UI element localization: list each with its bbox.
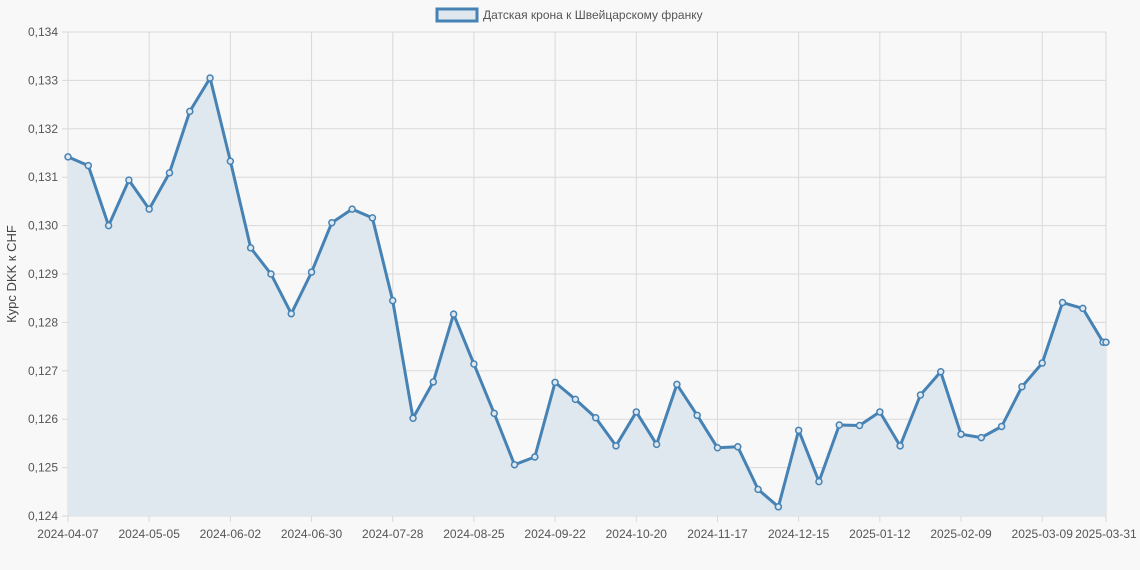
data-point[interactable] [1038,359,1046,367]
x-tick-label: 2024-06-02 [200,527,262,541]
data-point[interactable] [591,413,600,422]
data-point[interactable] [490,409,498,418]
x-tick-label: 2025-01-12 [849,527,911,541]
legend[interactable]: Датская крона к Швейцарскому франку [435,7,703,23]
y-tick-label: 0,131 [28,170,58,184]
x-axis-ticks: 2024-04-07 2024-05-05 2024-06-02 2024-06-30… [37,527,1137,541]
x-tick-label: 2024-10-20 [606,527,668,541]
data-point[interactable] [673,380,681,389]
data-point[interactable] [267,270,275,278]
data-point[interactable] [551,378,559,387]
data-point[interactable] [531,453,539,461]
legend-swatch[interactable] [435,7,479,23]
data-point[interactable] [226,157,235,165]
y-tick-label: 0,125 [28,461,58,475]
data-point[interactable] [1058,298,1067,307]
data-point[interactable] [368,214,377,222]
x-tick-label: 2024-12-15 [768,527,830,541]
data-point[interactable] [632,408,641,416]
data-point[interactable] [774,503,783,511]
data-point[interactable] [388,296,397,305]
data-point[interactable] [713,444,722,452]
data-point[interactable] [855,421,864,430]
y-tick-label: 0,133 [28,73,58,87]
data-point[interactable] [754,485,762,494]
data-point[interactable] [997,422,1006,431]
data-point[interactable] [470,360,478,368]
data-point[interactable] [693,411,701,420]
x-tick-label: 2024-08-25 [443,527,505,541]
data-point[interactable] [835,421,844,429]
data-point[interactable] [84,161,93,170]
y-tick-label: 0,128 [28,315,58,329]
data-point[interactable] [429,378,438,386]
data-point[interactable] [652,440,661,449]
series-area-fill [68,78,1106,516]
y-tick-label: 0,129 [28,267,58,281]
y-axis-ticks: 0,134 0,133 0,132 0,131 0,130 0,129 0,128 0,127… [28,25,58,523]
data-point[interactable] [571,395,580,404]
data-point[interactable] [246,244,255,252]
data-point[interactable] [287,309,296,318]
data-point[interactable] [612,442,620,450]
data-point[interactable] [876,408,884,416]
data-point[interactable] [307,268,316,276]
data-point[interactable] [409,414,417,422]
data-point[interactable] [977,433,986,442]
series-points [64,74,1110,511]
y-tick-label: 0,127 [28,364,58,378]
data-point[interactable] [936,368,945,376]
data-point[interactable] [1102,338,1110,346]
legend-label[interactable]: Датская крона к Швейцарскому франку [483,8,703,22]
y-tick-label: 0,130 [28,219,58,233]
data-point[interactable] [510,460,519,469]
data-point[interactable] [64,153,72,161]
x-tick-label: 2025-03-09 [1012,527,1074,541]
data-point[interactable] [145,205,153,213]
data-point[interactable] [125,176,133,184]
data-point[interactable] [734,443,742,451]
x-tick-label: 2024-07-28 [362,527,424,541]
data-point[interactable] [165,169,174,177]
y-tick-label: 0,126 [28,412,58,426]
x-tick-label: 2024-04-07 [37,527,99,541]
x-tick-label: 2025-02-09 [930,527,992,541]
data-point[interactable] [186,107,194,116]
data-point[interactable] [916,391,925,399]
data-point[interactable] [1018,383,1026,391]
y-tick-label: 0,124 [28,509,58,523]
data-point[interactable] [348,205,356,213]
data-point[interactable] [896,442,904,450]
y-tick-label: 0,132 [28,122,58,136]
data-point[interactable] [206,74,214,82]
x-tick-label: 2024-11-17 [687,527,748,541]
x-tick-label: 2024-05-05 [118,527,180,541]
x-tick-label: 2024-09-22 [524,527,586,541]
data-point[interactable] [957,430,965,438]
y-axis-title: Курс DKK к CHF [4,225,19,323]
data-point[interactable] [1079,304,1087,313]
data-point[interactable] [449,310,458,318]
x-tick-label: 2025-03-31 [1075,527,1137,541]
data-point[interactable] [328,218,336,227]
x-tick-label: 2024-06-30 [281,527,343,541]
data-point[interactable] [815,477,823,486]
y-tick-label: 0,134 [28,25,58,39]
data-point[interactable] [104,221,113,230]
data-point[interactable] [794,426,803,435]
